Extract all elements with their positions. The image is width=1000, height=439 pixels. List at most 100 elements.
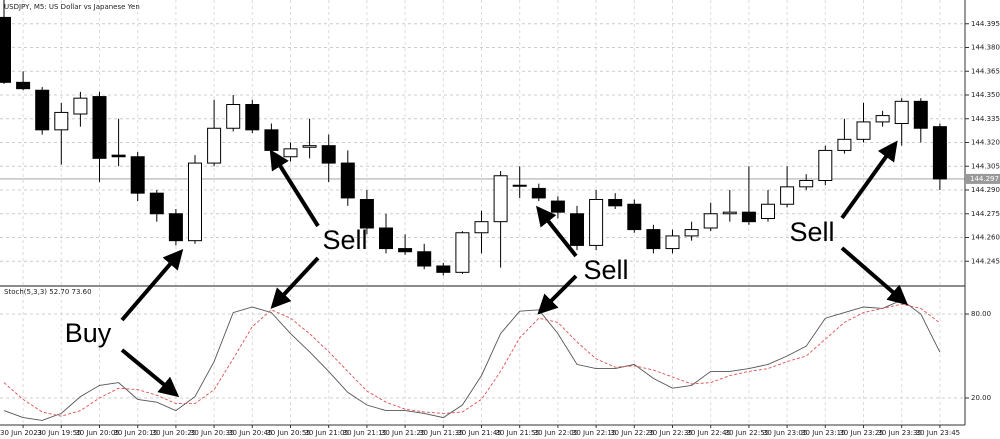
candle-body [761, 203, 775, 219]
x-tick-label: 30 Jun 22:15 [572, 429, 616, 437]
candle-body [245, 104, 260, 131]
candle-body [837, 138, 852, 151]
x-tick-label: 30 Jun 21:45 [457, 429, 501, 437]
y-tick-label: 80.00 [971, 310, 991, 318]
x-tick-label: 30 Jun 23:15 [801, 429, 845, 437]
candle-body [436, 265, 451, 273]
chart-title: USDJPY, M5: US Dollar vs Japanese Yen [4, 3, 140, 11]
x-tick-label: 30 Jun 21:35 [419, 429, 463, 437]
x-tick-label: 30 Jun 23:35 [877, 429, 921, 437]
indicator-title: Stoch(5,3,3) 52.70 73.60 [4, 288, 92, 296]
x-tick-label: 30 Jun 20:45 [228, 429, 272, 437]
x-tick-label: 30 Jun 20:55 [266, 429, 310, 437]
x-tick-label: 30 Jun 21:15 [343, 429, 387, 437]
candle-body [226, 104, 241, 129]
grid [0, 0, 965, 425]
x-tick-label: 30 Jun 23:45 [916, 429, 960, 437]
arrow [840, 246, 909, 306]
arrow [120, 248, 184, 322]
candle-body [168, 213, 183, 242]
x-tick-label: 30 Jun 2023 [0, 429, 42, 437]
candle-body [493, 175, 508, 223]
x-tick-label: 30 Jun 21:55 [495, 429, 539, 437]
candle-body [875, 115, 890, 123]
candle-body [818, 149, 833, 182]
candle-body [130, 156, 145, 194]
candle-body [92, 96, 107, 159]
candle-body [379, 227, 393, 250]
candle-body [589, 199, 604, 246]
candle-body [780, 186, 795, 205]
x-tick-label: 30 Jun 21:25 [381, 429, 425, 437]
arrow [269, 149, 320, 228]
candle-body [359, 199, 374, 229]
candle-body [913, 100, 928, 129]
x-tick-label: 30 Jun 22:45 [686, 429, 730, 437]
candle-body [684, 229, 699, 237]
y-tick-label: 144.260 [971, 234, 1000, 242]
x-tick-label: 30 Jun 20:25 [152, 429, 196, 437]
x-tick-label: 30 Jun 21:05 [304, 429, 348, 437]
arrows [120, 140, 909, 398]
candle-body [0, 16, 11, 83]
candle-body [54, 111, 69, 131]
candle-body [73, 97, 88, 115]
candle-body [932, 126, 947, 180]
arrow [270, 256, 320, 309]
x-tick-label: 30 Jun 22:25 [610, 429, 654, 437]
x-tick-label: 30 Jun 22:55 [725, 429, 769, 437]
candle-body [627, 203, 642, 231]
y-tick-label: 144.365 [971, 67, 1000, 75]
candle-body [149, 192, 164, 215]
candle-body [550, 200, 565, 213]
candle-body [302, 145, 317, 148]
price-tag-label: 144.297 [970, 175, 999, 183]
annotation: Sell [322, 225, 367, 255]
y-tick-label: 144.350 [971, 91, 1000, 99]
y-tick-label: 144.275 [971, 210, 1000, 218]
y-tick-label: 144.245 [971, 257, 1000, 265]
candle-body [570, 213, 584, 246]
annotation: Sell [789, 217, 834, 247]
y-tick-label: 144.320 [971, 139, 1000, 147]
y-tick-label: 144.305 [971, 162, 1000, 170]
candle-body [188, 162, 202, 242]
annotation: Sell [583, 255, 628, 285]
candle-body [35, 89, 50, 131]
candle-body [646, 229, 661, 250]
candle-body [111, 154, 126, 158]
x-tick-label: 30 Jun 20:35 [190, 429, 234, 437]
x-tick-label: 30 Jun 19:55 [37, 429, 81, 437]
x-tick-label: 30 Jun 22:05 [534, 429, 578, 437]
candle-body [417, 251, 432, 267]
candle-body [283, 148, 298, 158]
y-tick-label: 144.335 [971, 115, 1000, 123]
stoch-line [3, 299, 941, 421]
candle-body [321, 145, 336, 164]
candle-body [16, 81, 31, 90]
y-tick-label: 144.380 [971, 44, 1000, 52]
candle-body [665, 235, 680, 250]
candle-body [608, 199, 623, 207]
candle-body [894, 100, 909, 125]
candle-body [856, 121, 871, 140]
candle-body [455, 232, 470, 273]
x-tick-label: 30 Jun 20:15 [113, 429, 157, 437]
candle-body [741, 211, 756, 223]
x-tick-label: 30 Jun 23:25 [839, 429, 883, 437]
candle-body [531, 187, 546, 199]
candle-body [703, 213, 718, 229]
candle-body [264, 129, 279, 151]
y-tick-label: 144.395 [971, 20, 1000, 28]
arrow [120, 348, 180, 398]
arrow [536, 205, 578, 258]
price-tag [966, 173, 1000, 184]
candle-body [474, 221, 489, 234]
candle-body [340, 162, 355, 199]
candle-body [722, 211, 737, 215]
candle-body [398, 248, 413, 253]
marks [0, 0, 947, 421]
x-tick-label: 30 Jun 23:05 [763, 429, 807, 437]
x-tick-label: 30 Jun 20:05 [75, 429, 119, 437]
arrow [537, 274, 578, 315]
